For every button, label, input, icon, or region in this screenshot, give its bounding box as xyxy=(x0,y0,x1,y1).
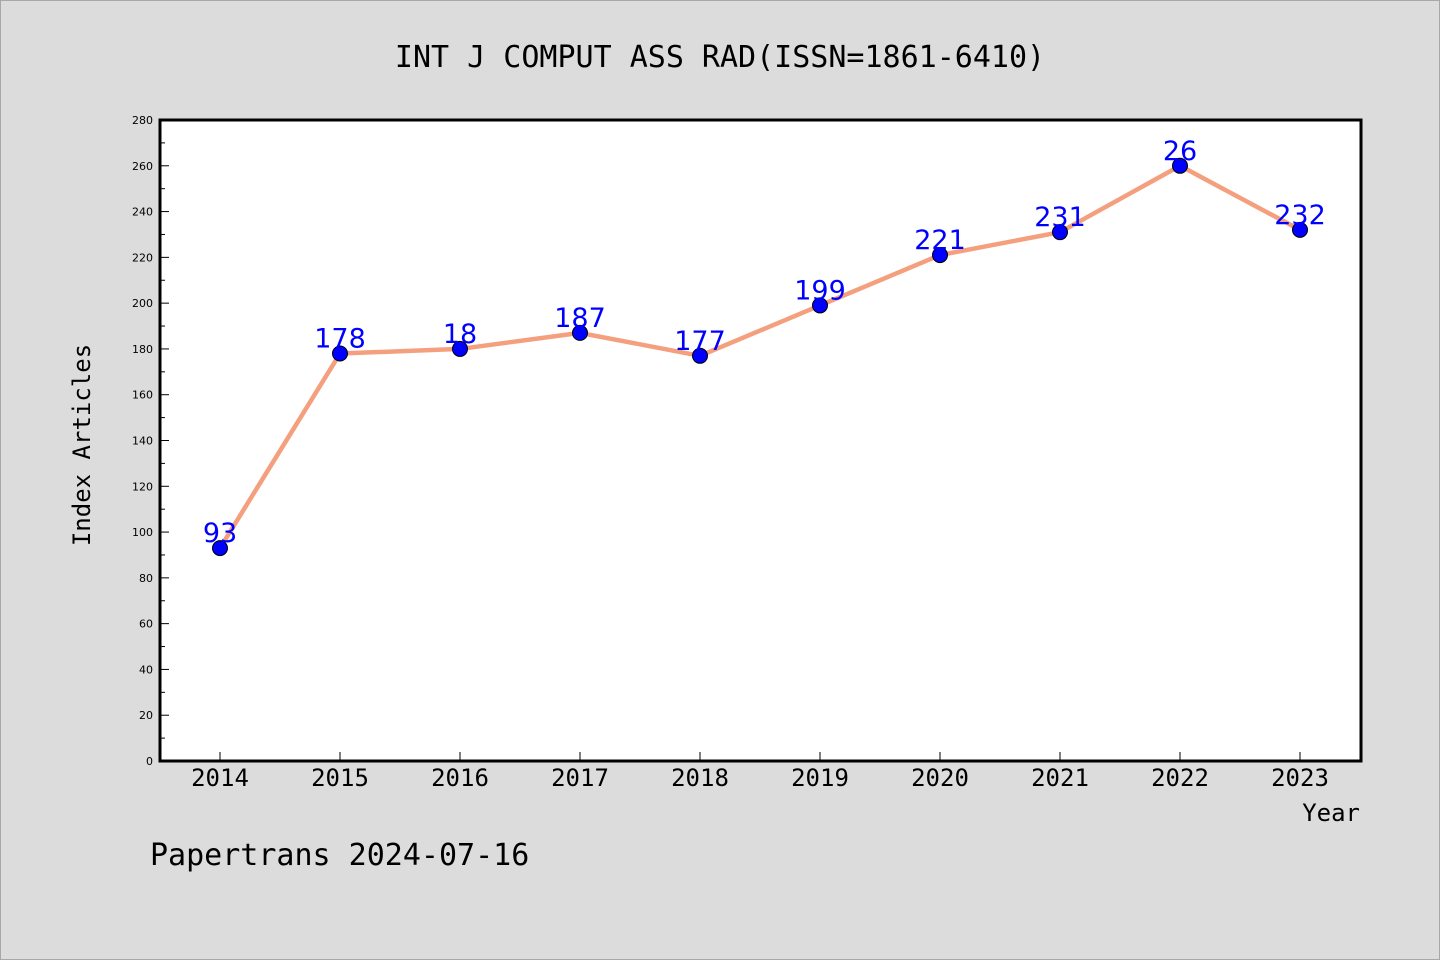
y-tick-label: 0 xyxy=(146,755,153,768)
x-tick-label: 2016 xyxy=(431,764,489,792)
data-point-2020 xyxy=(932,247,948,264)
data-points xyxy=(212,157,1308,557)
data-point-2014 xyxy=(212,540,228,557)
data-point-2016 xyxy=(452,340,468,357)
y-tick-label: 220 xyxy=(132,251,153,264)
plot-area xyxy=(158,118,1363,763)
y-tick-label: 80 xyxy=(139,572,153,585)
data-label-2015: 178 xyxy=(314,324,366,355)
data-labels: 93 178 18 187 177 199 221 231 26 232 xyxy=(203,136,1326,549)
x-tick-label: 2017 xyxy=(551,764,609,792)
y-axis-title: Index Articles xyxy=(68,344,96,546)
y-tick-label: 280 xyxy=(132,114,153,127)
y-axis: 0 20 40 60 80 100 120 140 160 180 200 220 240 260 280 xyxy=(132,114,169,768)
data-label-2019: 199 xyxy=(794,275,846,306)
data-point-2018 xyxy=(692,347,708,364)
y-tick-label: 20 xyxy=(139,709,153,722)
data-point-2021 xyxy=(1052,224,1068,241)
x-tick-label: 2015 xyxy=(311,764,369,792)
y-tick-label: 60 xyxy=(139,618,153,631)
x-axis-title: Year xyxy=(1302,799,1360,827)
y-tick-label: 180 xyxy=(132,343,153,356)
data-label-2023: 232 xyxy=(1274,200,1326,231)
data-label-2017: 187 xyxy=(554,303,606,334)
y-tick-label: 40 xyxy=(139,663,153,676)
data-label-2022: 26 xyxy=(1163,136,1197,167)
data-label-2014: 93 xyxy=(203,518,237,549)
x-tick-label: 2014 xyxy=(191,764,249,792)
y-tick-label: 200 xyxy=(132,297,153,310)
x-tick-label: 2022 xyxy=(1151,764,1209,792)
x-axis: 2014 2015 2016 2017 2018 2019 2020 2021 2022 2023 xyxy=(191,752,1329,792)
data-label-2020: 221 xyxy=(914,225,966,256)
y-tick-label: 260 xyxy=(132,160,153,173)
data-label-2021: 231 xyxy=(1034,202,1086,233)
data-point-2022 xyxy=(1172,157,1188,174)
data-label-2018: 177 xyxy=(674,326,726,357)
y-tick-label: 140 xyxy=(132,435,153,448)
chart-title: INT J COMPUT ASS RAD(ISSN=1861-6410) xyxy=(395,40,1045,75)
x-tick-label: 2018 xyxy=(671,764,729,792)
y-tick-label: 160 xyxy=(132,389,153,402)
data-point-2019 xyxy=(812,297,828,314)
data-label-2016: 18 xyxy=(443,319,477,350)
x-tick-label: 2019 xyxy=(791,764,849,792)
data-point-2015 xyxy=(332,345,348,362)
data-point-2017 xyxy=(572,324,588,341)
y-tick-label: 100 xyxy=(132,526,153,539)
x-tick-label: 2023 xyxy=(1271,764,1329,792)
y-tick-label: 120 xyxy=(132,480,153,493)
series-line xyxy=(217,163,1303,551)
footer-credit: Papertrans 2024-07-16 xyxy=(150,838,529,873)
x-tick-label: 2021 xyxy=(1031,764,1089,792)
y-tick-label: 240 xyxy=(132,206,153,219)
data-point-2023 xyxy=(1292,221,1308,238)
x-tick-label: 2020 xyxy=(911,764,969,792)
